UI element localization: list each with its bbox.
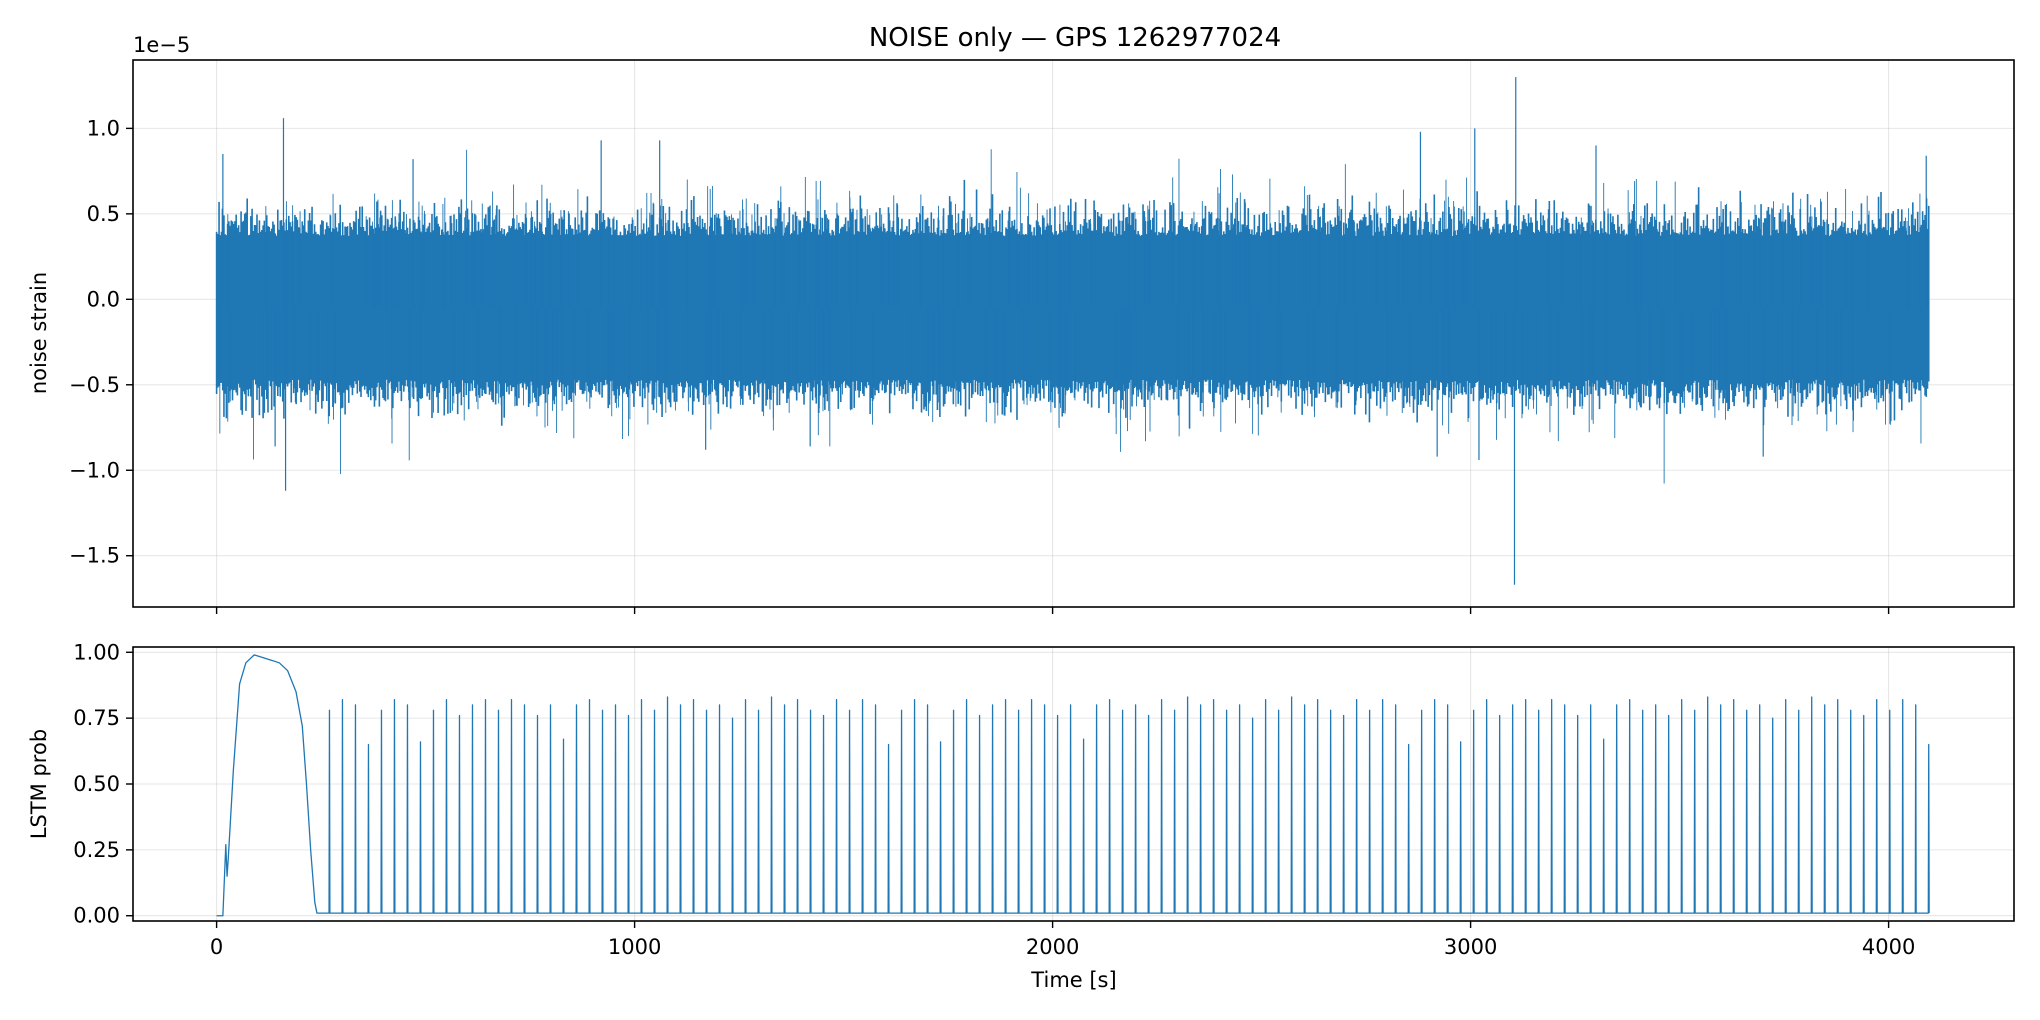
x-tick-label: 2000 [1026,935,1079,959]
bottom-series-lstm-prob [216,654,1930,917]
bottom-y-tick-label: 0.75 [73,706,120,730]
bottom-grid [133,647,2014,921]
x-axis-label: Time [s] [1030,968,1116,992]
bottom-y-ticks: 1.00 0.75 0.50 0.25 0.00 [73,640,133,928]
x-tick-label: 4000 [1862,935,1915,959]
x-tick-label: 3000 [1444,935,1497,959]
bottom-y-tick-label: 1.00 [73,640,120,664]
top-y-tick-label: 1.0 [87,116,120,140]
top-x-ticks [215,607,1890,614]
top-y-ticks: 1.0 0.5 0.0 −0.5 −1.0 −1.5 [69,116,133,568]
top-y-tick-label: −0.5 [69,373,120,397]
top-y-tick-label: 0.0 [87,287,120,311]
top-series-noise-strain [215,77,1930,585]
top-axes-frame [132,59,2015,608]
bottom-y-tick-label: 0.50 [73,772,120,796]
top-y-axis-label: noise strain [27,272,51,394]
top-y-tick-label: −1.5 [69,544,120,568]
bottom-y-tick-label: 0.25 [73,838,120,862]
bottom-y-tick-label: 0.00 [73,904,120,928]
top-y-tick-label: 0.5 [87,202,120,226]
x-tick-label: 0 [210,935,223,959]
bottom-y-axis-label: LSTM prob [27,729,51,839]
top-y-tick-label: −1.0 [69,458,120,482]
top-offset-text: 1e−5 [133,33,190,57]
bottom-x-ticks: 0 1000 2000 3000 4000 [210,921,1915,959]
top-panel: 1.0 0.5 0.0 −0.5 −1.0 −1.5 1e−5 noise strain [27,33,2015,614]
noise-strain-whiskers [218,149,1928,484]
lstm-prob-line [216,654,1930,917]
chart-title: NOISE only — GPS 1262977024 [869,23,1281,53]
x-tick-label: 1000 [608,935,661,959]
bottom-panel: 1.00 0.75 0.50 0.25 0.00 0 1000 2000 3000 4000 L… [27,640,2015,992]
